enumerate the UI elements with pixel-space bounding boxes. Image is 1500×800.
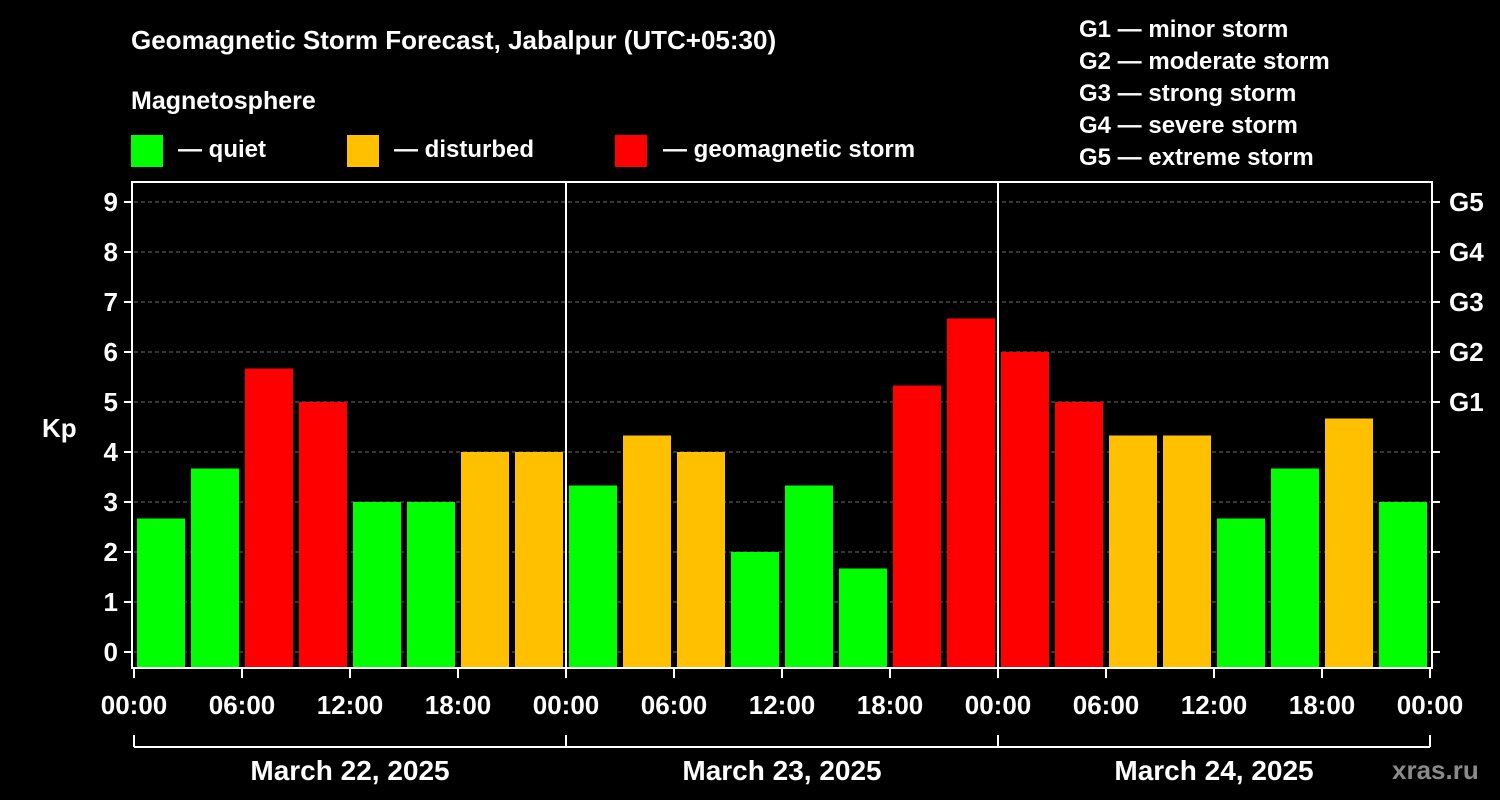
bar-1 xyxy=(191,468,239,668)
y-tick-label-2: 2 xyxy=(104,537,118,567)
bar-23 xyxy=(1379,502,1427,668)
g-scale-g3: G3 — strong storm xyxy=(1079,80,1296,107)
x-tick-label-6: 12:00 xyxy=(749,690,816,720)
bar-0 xyxy=(137,518,185,668)
bars xyxy=(137,318,1427,668)
x-tick-label-8: 00:00 xyxy=(965,690,1032,720)
bar-21 xyxy=(1271,468,1319,668)
bar-12 xyxy=(785,485,833,668)
x-tick-label-7: 18:00 xyxy=(857,690,924,720)
legend-title: Magnetosphere xyxy=(131,87,316,115)
bar-14 xyxy=(893,385,941,668)
y-tick-label-7: 7 xyxy=(104,287,118,317)
legend: — quiet — disturbed — geomagnetic storm xyxy=(131,135,915,167)
legend-label-storm: — geomagnetic storm xyxy=(663,136,915,163)
day-label-2: March 24, 2025 xyxy=(1114,755,1313,786)
y-tick-label-6: 6 xyxy=(104,337,118,367)
y-tick-label-3: 3 xyxy=(104,487,118,517)
bar-16 xyxy=(1001,352,1049,668)
x-tick-label-2: 12:00 xyxy=(317,690,384,720)
y-axis-label: Kp xyxy=(42,413,77,443)
y-ticks: 0 1 2 3 4 5 6 7 8 9 xyxy=(104,187,132,667)
x-tick-label-0: 00:00 xyxy=(101,690,168,720)
y-tick-label-0: 0 xyxy=(104,637,118,667)
x-tick-label-9: 06:00 xyxy=(1073,690,1140,720)
watermark: xras.ru xyxy=(1392,755,1479,785)
chart-title: Geomagnetic Storm Forecast, Jabalpur (UT… xyxy=(131,25,776,55)
bar-13 xyxy=(839,568,887,668)
bar-9 xyxy=(623,435,671,668)
right-tick-label-G5: G5 xyxy=(1449,187,1484,217)
bar-6 xyxy=(461,452,509,668)
y-tick-label-4: 4 xyxy=(104,437,119,467)
bar-7 xyxy=(515,452,563,668)
gridlines xyxy=(134,201,1430,653)
bar-22 xyxy=(1325,418,1373,668)
legend-swatch-quiet xyxy=(131,135,163,167)
bar-8 xyxy=(569,485,617,668)
bar-19 xyxy=(1163,435,1211,668)
y-tick-label-5: 5 xyxy=(104,387,118,417)
bar-3 xyxy=(299,402,347,668)
y-tick-label-8: 8 xyxy=(104,237,118,267)
bar-18 xyxy=(1109,435,1157,668)
x-tick-label-11: 18:00 xyxy=(1289,690,1356,720)
x-tick-label-4: 00:00 xyxy=(533,690,600,720)
right-tick-label-G3: G3 xyxy=(1449,287,1484,317)
x-tick-label-1: 06:00 xyxy=(209,690,276,720)
g-scale-g1: G1 — minor storm xyxy=(1079,16,1288,43)
day-labels: March 22, 2025 March 23, 2025 March 24, 20… xyxy=(133,735,1431,786)
x-tick-label-10: 12:00 xyxy=(1181,690,1248,720)
legend-swatch-disturbed xyxy=(347,135,379,167)
x-tick-label-5: 06:00 xyxy=(641,690,708,720)
g-ticks: G1 G2 G3 G4 G5 xyxy=(1432,187,1484,653)
x-tick-label-3: 18:00 xyxy=(425,690,492,720)
day-label-1: March 23, 2025 xyxy=(682,755,881,786)
bar-17 xyxy=(1055,402,1103,668)
day-label-0: March 22, 2025 xyxy=(250,755,449,786)
g-scale-g4: G4 — severe storm xyxy=(1079,112,1298,139)
legend-label-quiet: — quiet xyxy=(178,136,266,163)
y-tick-label-1: 1 xyxy=(104,587,118,617)
right-tick-label-G4: G4 xyxy=(1449,237,1484,267)
x-ticks: 00:00 06:00 12:00 18:00 00:00 06:00 12:00 18:00… xyxy=(101,668,1464,720)
bar-10 xyxy=(677,452,725,668)
legend-label-disturbed: — disturbed xyxy=(394,136,534,163)
bar-15 xyxy=(947,318,995,668)
bar-5 xyxy=(407,502,455,668)
bar-20 xyxy=(1217,518,1265,668)
g-scale-legend: G1 — minor storm G2 — moderate storm G3 … xyxy=(1079,16,1330,171)
x-tick-label-12: 00:00 xyxy=(1397,690,1464,720)
bar-4 xyxy=(353,502,401,668)
g-scale-g5: G5 — extreme storm xyxy=(1079,144,1314,171)
y-tick-label-9: 9 xyxy=(104,187,118,217)
g-scale-g2: G2 — moderate storm xyxy=(1079,48,1330,75)
bar-11 xyxy=(731,552,779,668)
right-tick-label-G1: G1 xyxy=(1449,387,1484,417)
legend-swatch-storm xyxy=(615,135,647,167)
bar-2 xyxy=(245,368,293,668)
right-tick-label-G2: G2 xyxy=(1449,337,1484,367)
